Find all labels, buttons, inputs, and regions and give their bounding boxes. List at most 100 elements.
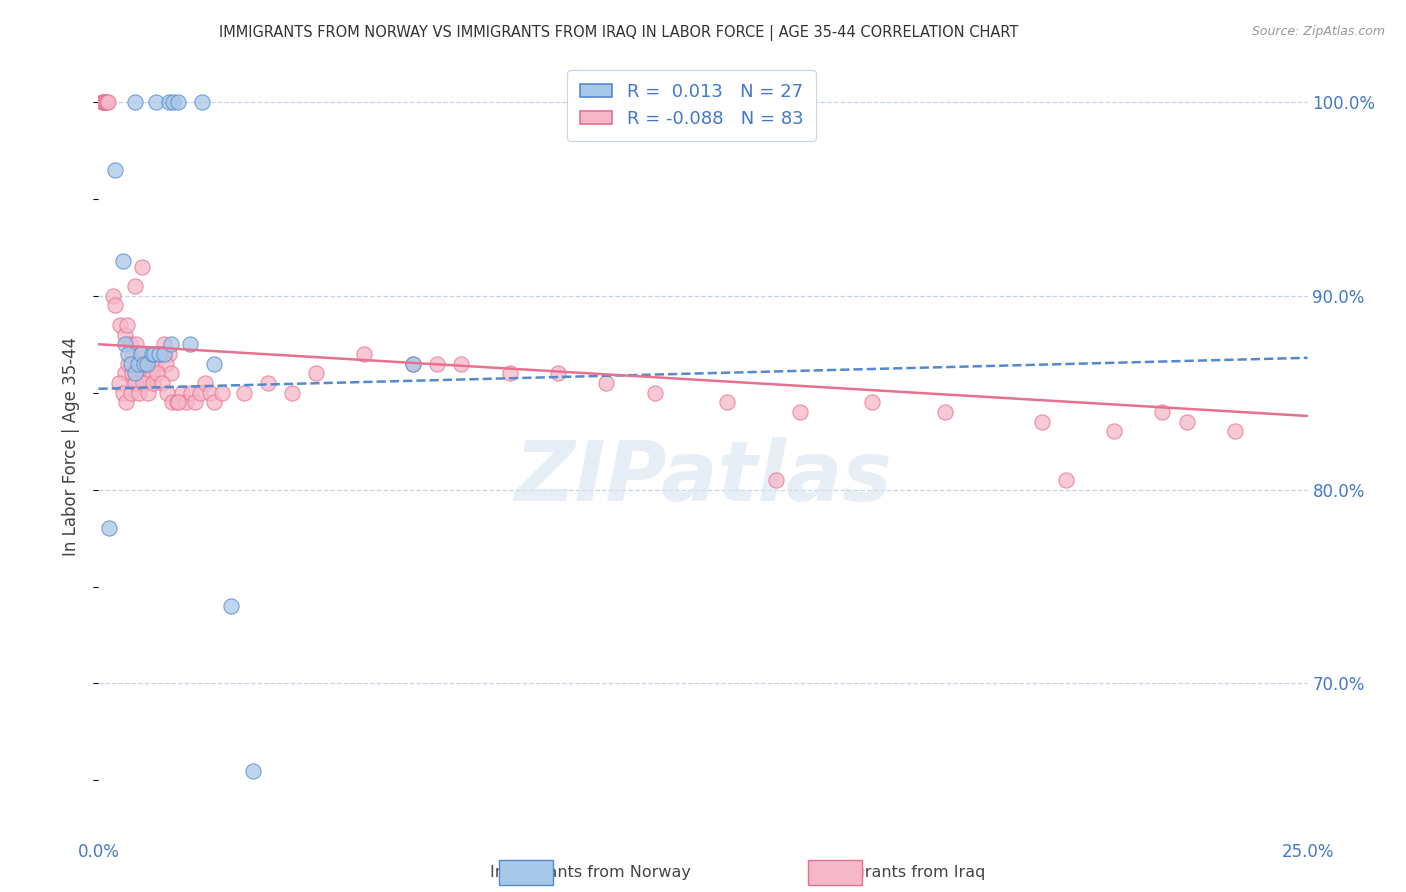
Point: [450, 357, 472, 371]
Point: [176, 395, 198, 409]
Text: Source: ZipAtlas.com: Source: ZipAtlas.com: [1251, 25, 1385, 38]
Point: [157, 95, 180, 109]
Point: [129, 347, 152, 361]
Point: [1152, 405, 1174, 419]
Point: [160, 395, 183, 409]
Point: [498, 367, 520, 381]
Point: [145, 357, 167, 371]
Point: [198, 385, 221, 400]
Point: [426, 357, 449, 371]
Point: [132, 367, 155, 381]
Point: [138, 367, 160, 381]
Point: [765, 473, 787, 487]
Point: [121, 347, 143, 361]
Point: [143, 357, 166, 371]
Point: [134, 357, 156, 371]
Point: [170, 385, 193, 400]
Point: [204, 357, 226, 371]
Point: [134, 357, 156, 371]
Point: [242, 764, 264, 778]
Point: [91, 95, 114, 109]
Point: [150, 347, 173, 361]
Point: [152, 337, 174, 351]
Point: [141, 347, 163, 361]
Point: [166, 395, 188, 409]
Point: [167, 395, 190, 409]
Point: [117, 318, 139, 332]
Point: [97, 95, 120, 109]
Point: [124, 279, 146, 293]
Point: [111, 253, 134, 268]
Point: [180, 385, 202, 400]
Point: [1102, 425, 1125, 439]
Point: [120, 385, 142, 400]
Point: [117, 347, 139, 361]
Point: [191, 95, 214, 109]
Point: [716, 395, 738, 409]
Point: [146, 367, 169, 381]
Point: [221, 599, 243, 613]
Point: [184, 395, 207, 409]
Point: [152, 347, 174, 361]
Text: IMMIGRANTS FROM NORWAY VS IMMIGRANTS FROM IRAQ IN LABOR FORCE | AGE 35-44 CORREL: IMMIGRANTS FROM NORWAY VS IMMIGRANTS FRO…: [219, 25, 1018, 41]
Point: [402, 357, 425, 371]
Point: [125, 337, 148, 351]
Point: [124, 367, 146, 381]
Point: [135, 376, 157, 390]
Point: [131, 260, 153, 274]
Point: [98, 521, 121, 535]
Point: [256, 376, 278, 390]
Point: [124, 376, 146, 390]
Point: [96, 95, 118, 109]
Legend: R =  0.013   N = 27, R = -0.088   N = 83: R = 0.013 N = 27, R = -0.088 N = 83: [567, 70, 815, 141]
Point: [1223, 425, 1246, 439]
Point: [644, 385, 666, 400]
Point: [204, 395, 226, 409]
Point: [121, 367, 143, 381]
Point: [402, 357, 425, 371]
Point: [232, 385, 254, 400]
Point: [127, 357, 149, 371]
Point: [101, 289, 124, 303]
Point: [132, 376, 155, 390]
Point: [114, 327, 136, 342]
Point: [111, 385, 134, 400]
Point: [150, 376, 173, 390]
Point: [104, 298, 127, 312]
Point: [124, 95, 146, 109]
Point: [934, 405, 956, 419]
Point: [96, 95, 118, 109]
Point: [136, 385, 159, 400]
Point: [125, 376, 148, 390]
Point: [91, 95, 114, 109]
Point: [148, 347, 170, 361]
Point: [353, 347, 375, 361]
Point: [128, 357, 150, 371]
Point: [156, 385, 179, 400]
Point: [142, 376, 165, 390]
Text: Immigrants from Norway: Immigrants from Norway: [491, 865, 690, 880]
Point: [789, 405, 811, 419]
Point: [128, 347, 150, 361]
Point: [143, 347, 166, 361]
Point: [179, 337, 201, 351]
Point: [160, 337, 183, 351]
Y-axis label: In Labor Force | Age 35-44: In Labor Force | Age 35-44: [62, 336, 80, 556]
Point: [1054, 473, 1077, 487]
Point: [211, 385, 233, 400]
Point: [120, 357, 142, 371]
Point: [305, 367, 328, 381]
Point: [114, 367, 136, 381]
Point: [141, 367, 163, 381]
Point: [860, 395, 883, 409]
Point: [104, 162, 127, 177]
Point: [148, 347, 170, 361]
Point: [194, 376, 217, 390]
Point: [94, 95, 117, 109]
Point: [107, 376, 129, 390]
Point: [135, 357, 157, 371]
Point: [128, 385, 150, 400]
Point: [167, 95, 190, 109]
Point: [114, 337, 136, 351]
Text: Immigrants from Iraq: Immigrants from Iraq: [814, 865, 986, 880]
